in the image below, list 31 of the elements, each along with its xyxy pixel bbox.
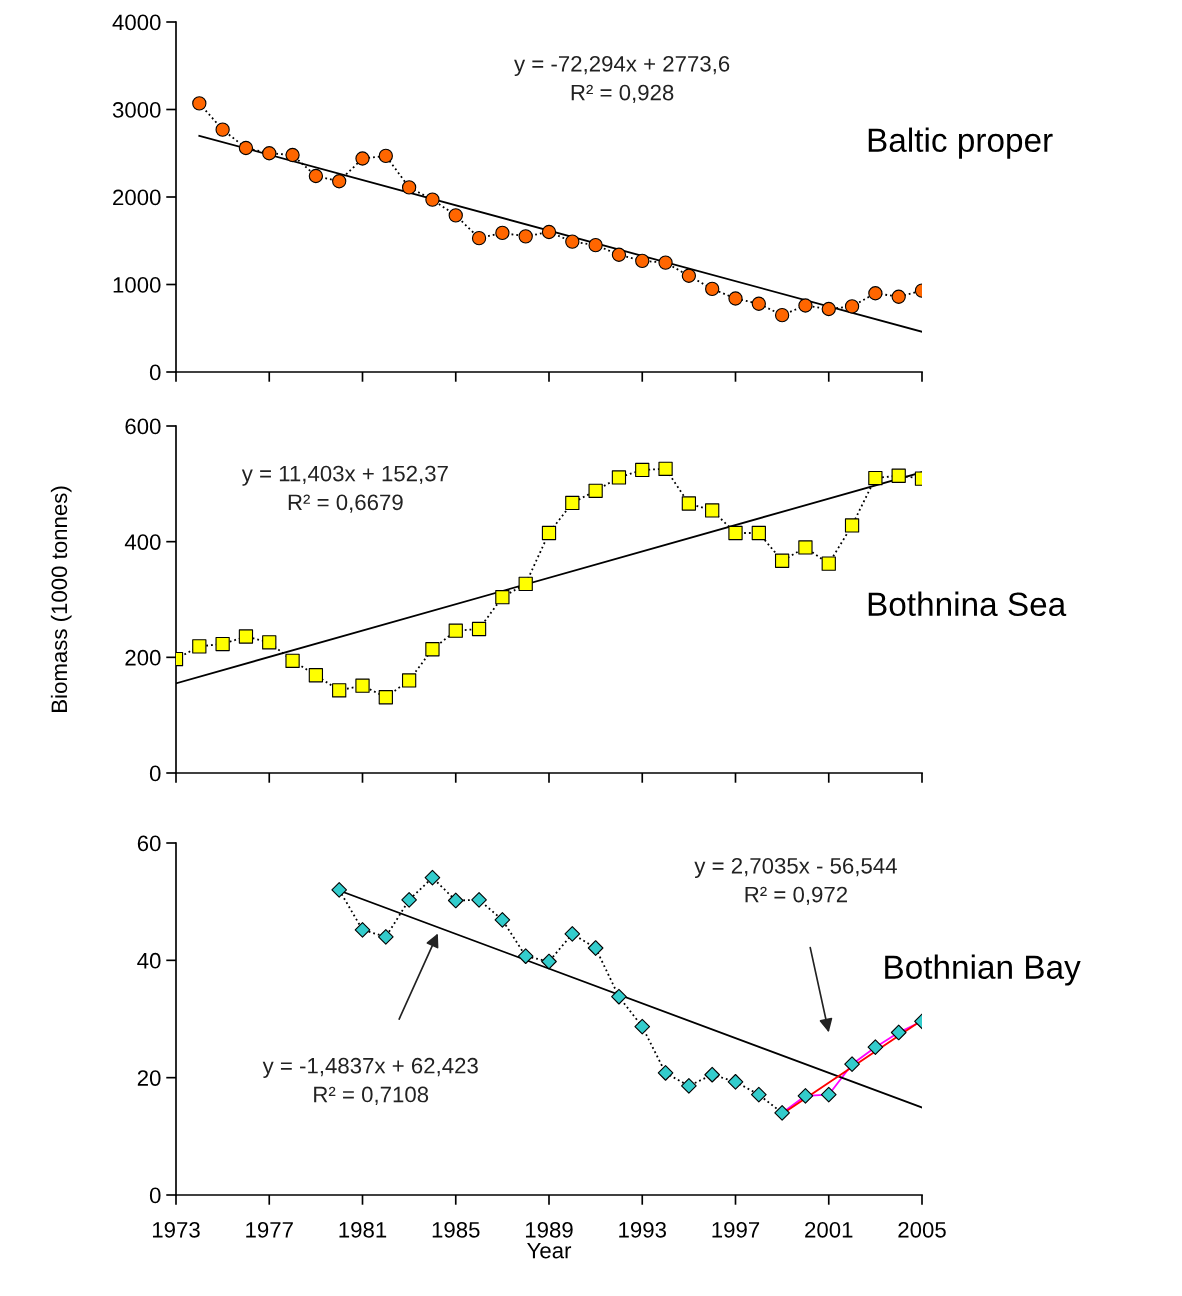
y-tick-label: 600 bbox=[125, 418, 161, 435]
y-tick-label: 200 bbox=[125, 649, 161, 666]
annotation: y = 2,7035x - 56,544 R² = 0,972 bbox=[694, 857, 897, 906]
x-axis-title: Year bbox=[527, 1242, 572, 1259]
x-tick-label: 2005 bbox=[898, 1221, 946, 1238]
annotation: y = -1,4837x + 62,423 R² = 0,7108 bbox=[262, 1057, 478, 1105]
y-tick-label: 3000 bbox=[112, 102, 161, 118]
x-tick-label: 1973 bbox=[152, 1221, 200, 1238]
y-tick-label: 20 bbox=[137, 1070, 161, 1086]
y-tick-label: 1000 bbox=[113, 277, 161, 293]
x-tick-label: 1981 bbox=[339, 1221, 387, 1238]
y-axis-title: Biomass (1000 tonnes) bbox=[50, 486, 72, 712]
x-tick-label: 1993 bbox=[619, 1221, 666, 1238]
y-tick-label: 400 bbox=[124, 534, 161, 550]
x-tick-label: 1985 bbox=[432, 1221, 480, 1238]
y-tick-label: 0 bbox=[149, 1187, 161, 1204]
y-tick-label: 60 bbox=[137, 835, 161, 852]
x-tick-label: 1997 bbox=[712, 1221, 760, 1238]
annotation: y = -72,294x + 2773,6 R² = 0,928 bbox=[514, 55, 730, 104]
annotation: Baltic proper bbox=[868, 127, 1053, 159]
y-tick-label: 2000 bbox=[113, 189, 161, 206]
y-tick-label: 0 bbox=[149, 765, 161, 782]
y-tick-label: 4000 bbox=[112, 14, 161, 31]
annotation: y = 11,403x + 152,37 R² = 0,6679 bbox=[241, 465, 448, 513]
annotation: Bothnina Sea bbox=[868, 591, 1067, 617]
y-tick-label: 40 bbox=[137, 952, 161, 969]
x-tick-label: 1989 bbox=[525, 1221, 573, 1238]
annotation: Bothnian Bay bbox=[885, 954, 1081, 986]
x-tick-label: 1977 bbox=[246, 1221, 293, 1238]
y-tick-label: 0 bbox=[149, 364, 161, 381]
x-tick-label: 2001 bbox=[805, 1221, 853, 1238]
